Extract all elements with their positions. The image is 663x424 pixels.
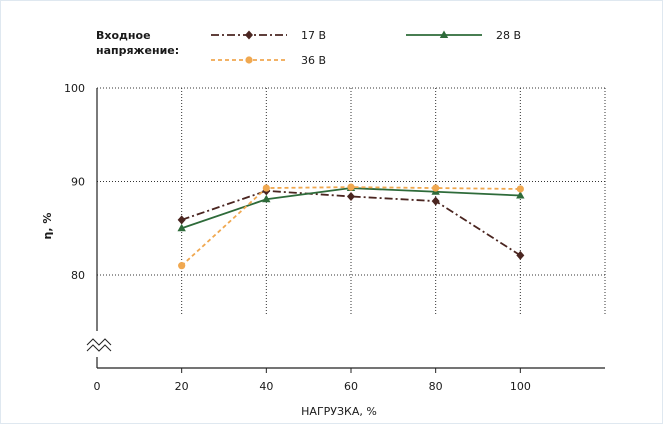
- x-tick-label-0: 0: [94, 380, 101, 393]
- axis-break-zigzag-1: [86, 338, 112, 346]
- series-3-point-60: [347, 183, 355, 191]
- x-tick-label-20: 20: [175, 380, 189, 393]
- plot-area: [97, 87, 606, 316]
- legend: Входное напряжение: 17 В 28 В 36 В: [96, 29, 521, 67]
- series-3-point-80: [432, 184, 440, 192]
- series-layer: [177, 183, 525, 270]
- series-3-point-40: [262, 184, 270, 192]
- series-2-point-20: [177, 223, 186, 232]
- legend-series-3-label: 36 В: [301, 54, 326, 67]
- series-2-point-100: [516, 191, 525, 199]
- y-tick-label-100: 100: [64, 82, 85, 95]
- legend-series-2-marker: [439, 30, 449, 38]
- legend-series-1-marker: [245, 30, 253, 40]
- series-3-point-20: [178, 262, 186, 270]
- axis-break-zigzag-2: [86, 344, 112, 352]
- y-axis-title: η, %: [41, 213, 54, 240]
- series-1-point-80: [431, 196, 440, 206]
- series-1-line: [181, 189, 521, 257]
- y-tick-label-90: 90: [71, 176, 85, 189]
- legend-title-line1: Входное: [96, 29, 151, 42]
- series-2-point-40: [262, 194, 271, 203]
- legend-title-line2: напряжение:: [96, 44, 179, 57]
- series-3-point-100: [516, 185, 524, 193]
- legend-series-1-label: 17 В: [301, 29, 326, 42]
- legend-series-2-label: 28 В: [496, 29, 521, 42]
- series-1-point-100: [516, 250, 525, 260]
- axes: 80 90 100 0 20 40 60 80 100: [64, 82, 605, 393]
- x-tick-label-100: 100: [510, 380, 531, 393]
- x-tick-label-80: 80: [429, 380, 443, 393]
- x-tick-label-40: 40: [259, 380, 273, 393]
- series-1-point-20: [177, 215, 186, 225]
- x-tick-label-60: 60: [344, 380, 358, 393]
- x-axis-title: НАГРУЗКА, %: [301, 405, 377, 418]
- legend-series-3-marker: [245, 56, 253, 64]
- y-tick-label-80: 80: [71, 269, 85, 282]
- series-1-point-60: [347, 191, 355, 201]
